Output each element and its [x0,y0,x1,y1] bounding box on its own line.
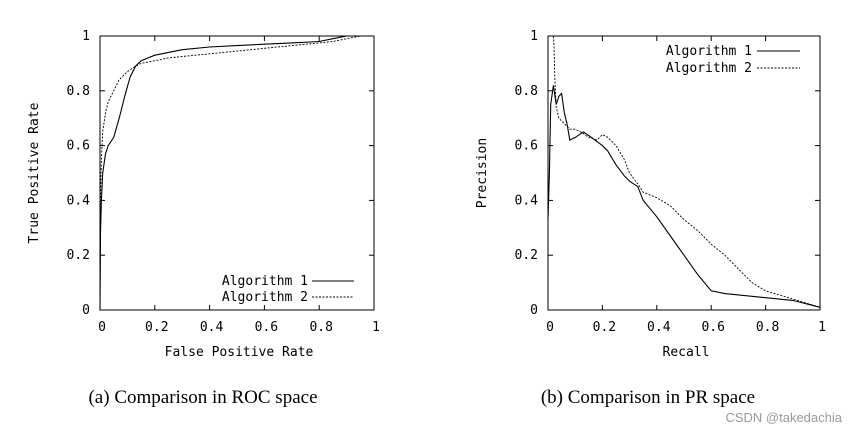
pr-x-axis-label: Recall [663,345,710,360]
roc-y-tick-label: 0.8 [67,84,90,99]
pr-legend-label-2: Algorithm 2 [666,61,752,76]
roc-caption: (a) Comparison in ROC space [88,387,317,408]
roc-y-tick-label: 0.4 [67,193,91,208]
roc-y-tick-label: 0.2 [67,248,90,263]
pr-x-tick-label: 0.2 [593,320,616,335]
pr-caption: (b) Comparison in PR space [541,387,755,408]
pr-y-axis-label: Precision [475,138,490,208]
roc-x-tick-label: 0.6 [255,320,278,335]
pr-legend-label-1: Algorithm 1 [666,44,752,59]
roc-y-tick-label: 0.6 [67,139,90,154]
roc-x-tick-label: 0 [98,320,106,335]
pr-y-tick-label: 0 [530,303,538,318]
roc-series-2-line [99,35,374,311]
pr-x-tick-label: 0.8 [756,320,779,335]
pr-y-tick-label: 0.4 [515,193,539,208]
pr-y-tick-label: 0.8 [515,84,538,99]
pr-y-tick-label: 0.2 [515,248,538,263]
watermark-text: CSDN @takedachia [725,410,842,425]
pr-plot-frame [547,35,821,311]
roc-chart: 0 0.2 0.4 0.6 0.8 1 0 0.2 0.4 0.6 0.8 1 False Positi… [27,29,380,360]
roc-x-tick-label: 0.2 [145,320,168,335]
roc-y-axis-label: True Positive Rate [27,102,42,243]
pr-series-1-line [547,85,821,308]
roc-y-tick-label: 1 [82,29,90,44]
roc-plot-frame [99,35,375,311]
roc-x-tick-label: 1 [372,320,380,335]
pr-chart: 0 0.2 0.4 0.6 0.8 1 0 0.2 0.4 0.6 0.8 1 Recall Precis… [475,29,826,360]
pr-x-tick-label: 0.6 [701,320,724,335]
pr-y-tick-label: 0.6 [515,139,538,154]
roc-x-tick-label: 0.8 [309,320,332,335]
pr-x-tick-label: 1 [818,320,826,335]
roc-legend-label-1: Algorithm 1 [222,274,308,289]
pr-y-tick-label: 1 [530,29,538,44]
roc-x-axis-label: False Positive Rate [165,345,314,360]
roc-y-tick-label: 0 [82,303,90,318]
roc-series-1-line [99,35,374,311]
pr-x-tick-label: 0.4 [647,320,671,335]
roc-x-tick-label: 0.4 [200,320,224,335]
roc-legend-label-2: Algorithm 2 [222,290,308,305]
pr-x-tick-label: 0 [546,320,554,335]
pr-series-2-line [552,35,821,308]
